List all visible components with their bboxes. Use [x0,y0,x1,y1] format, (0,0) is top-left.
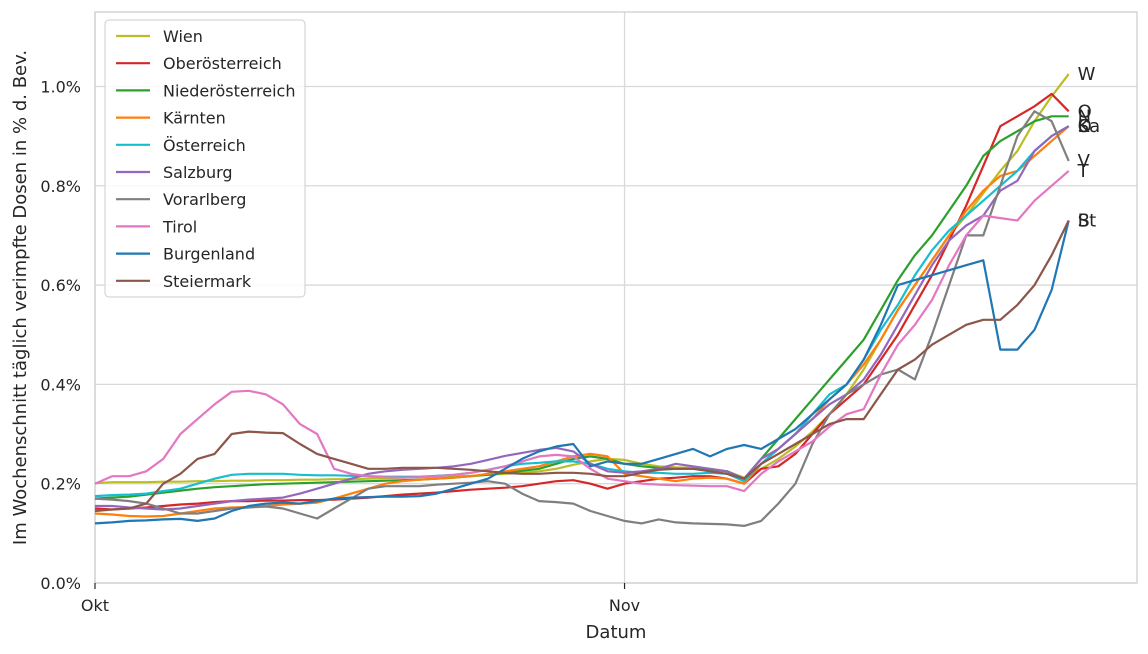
series-end-label: St [1078,211,1096,232]
series-end-label: N [1078,106,1091,127]
legend-entry: Salzburg [163,163,233,182]
legend-entry: Niederösterreich [163,81,295,100]
legend: Wien Oberösterreich Niederösterreich Kärnte… [104,19,306,298]
plot-frame [94,11,1138,584]
x-tick-label: Okt [81,596,109,615]
series-end-label: O [1078,101,1092,122]
legend-entry: Kärnten [163,109,226,128]
series-end-label: V [1078,151,1091,172]
series-line-tirol [94,170,1070,493]
y-tick-label: 0.6% [40,276,81,295]
x-tick-label: Nov [609,596,640,615]
y-tick-label: 0.2% [40,475,81,494]
series-line-burgenland [94,220,1070,525]
x-axis-ticks: Okt Nov [81,583,640,615]
legend-entry: Österreich [163,136,246,155]
legend-entry: Burgenland [163,245,255,264]
y-tick-label: 0.8% [40,177,81,196]
legend-entry: Tirol [162,217,197,236]
legend-entry: Oberösterreich [163,54,282,73]
series-end-label: Sa [1078,116,1100,137]
legend-entry: Steiermark [163,272,252,291]
legend-box [104,19,306,298]
x-axis-label: Datum [586,622,647,643]
y-tick-label: 0.4% [40,375,81,394]
series-end-label: Ö [1078,115,1092,137]
y-tick-label: 0.0% [40,574,81,593]
series-line-vorarlberg [94,110,1070,528]
series-end-label: B [1078,211,1090,232]
y-axis-label: Im Wochenschnitt täglich verimpfte Dosen… [10,50,31,545]
series-line-salzburg [95,125,1070,511]
legend-entry: Wien [163,27,203,46]
series-end-label: T [1077,161,1090,182]
y-tick-label: 1.0% [40,77,81,96]
legend-entry: Vorarlberg [163,190,246,209]
series-lines [94,73,1070,528]
y-axis-ticks: 0.0% 0.2% 0.4% 0.6% 0.8% 1.0% [40,77,81,593]
series-line-steiermark [94,220,1070,513]
series-end-label: K [1078,116,1091,137]
series-end-label: W [1078,64,1096,85]
series-line-oberösterreich [94,92,1070,511]
